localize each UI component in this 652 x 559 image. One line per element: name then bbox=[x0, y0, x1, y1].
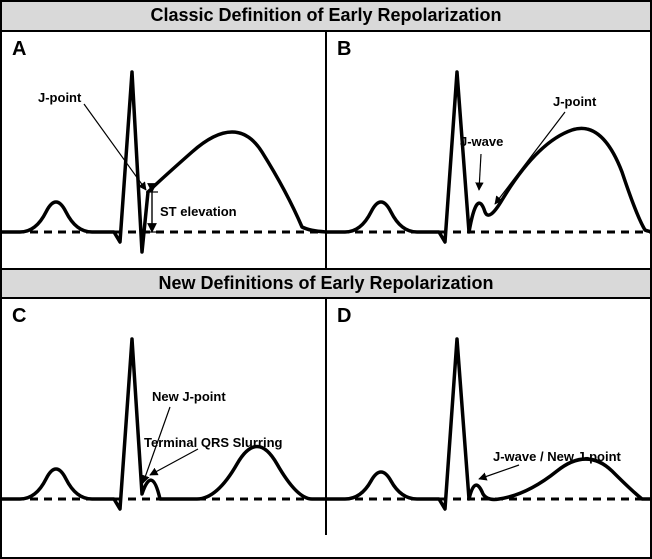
header-mid: New Definitions of Early Repolarization bbox=[2, 268, 650, 300]
label-jpoint-B: J-point bbox=[553, 94, 596, 109]
label-st-elevation: ST elevation bbox=[160, 204, 237, 219]
ecg-svg-A bbox=[2, 32, 326, 268]
figure-container: Classic Definition of Early Repolarizati… bbox=[0, 0, 652, 559]
panel-C: C New J-point Terminal QRS Slurring bbox=[2, 299, 327, 535]
label-jpoint-A: J-point bbox=[38, 90, 81, 105]
ecg-trace-B bbox=[327, 72, 650, 242]
row-top: A J-point ST elevation B bbox=[2, 32, 650, 268]
label-new-jpoint-C: New J-point bbox=[152, 389, 226, 404]
ecg-svg-C bbox=[2, 299, 326, 535]
label-jwave-B: J-wave bbox=[460, 134, 503, 149]
ecg-svg-B bbox=[327, 32, 650, 268]
arrow-jwave-B bbox=[479, 154, 481, 190]
ecg-trace-D bbox=[327, 339, 650, 509]
label-slurring-C: Terminal QRS Slurring bbox=[144, 435, 282, 450]
arrow-jwave-D bbox=[479, 465, 519, 479]
arrow-slurring-C bbox=[150, 449, 198, 475]
panel-label-A: A bbox=[12, 38, 26, 61]
row-bottom: C New J-point Terminal QRS Slurring D bbox=[2, 299, 650, 535]
panel-D: D J-wave / New J-point bbox=[327, 299, 650, 535]
panel-label-C: C bbox=[12, 305, 26, 328]
panel-label-D: D bbox=[337, 305, 351, 328]
panel-B: B J-wave J-point bbox=[327, 32, 650, 268]
panel-label-B: B bbox=[337, 38, 351, 61]
header-top: Classic Definition of Early Repolarizati… bbox=[2, 2, 650, 32]
ecg-svg-D bbox=[327, 299, 650, 535]
label-jwave-new-jpoint-D: J-wave / New J-point bbox=[493, 449, 621, 464]
panel-A: A J-point ST elevation bbox=[2, 32, 327, 268]
arrow-jpoint-B bbox=[495, 112, 565, 204]
